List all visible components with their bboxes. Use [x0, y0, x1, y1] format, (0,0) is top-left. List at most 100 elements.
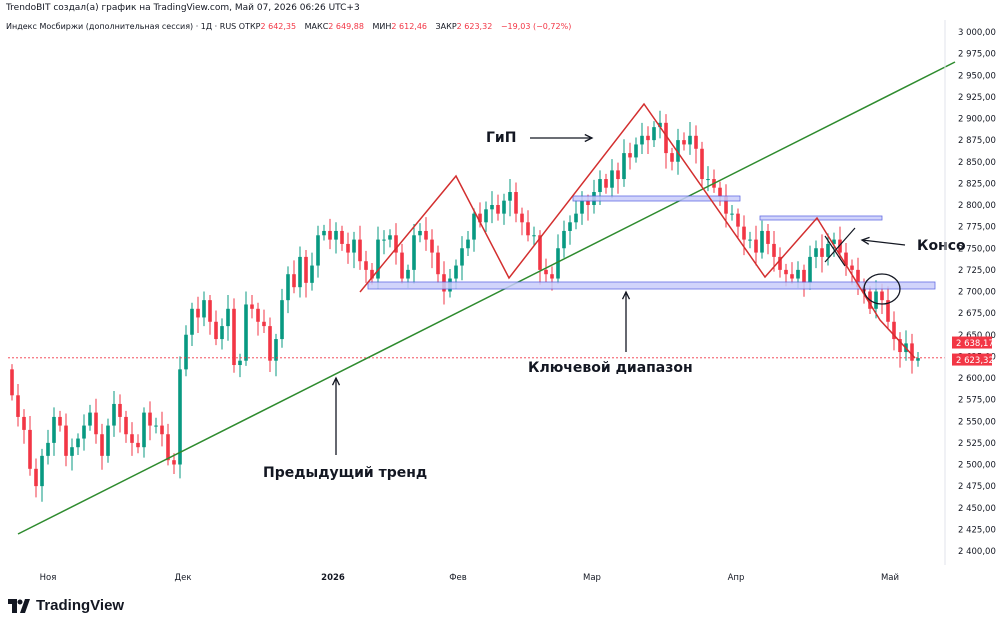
candle-body	[616, 170, 620, 180]
candle-body	[538, 235, 542, 270]
candle-body	[148, 412, 152, 426]
candle-body	[880, 291, 884, 301]
y-tick-label: 2 900,00	[958, 115, 996, 125]
candle-body	[424, 230, 428, 240]
candle-body	[916, 358, 920, 361]
candle-body	[724, 196, 728, 214]
y-tick-label: 2 700,00	[958, 288, 996, 298]
y-tick-label: 2 850,00	[958, 158, 996, 168]
candle-body	[754, 239, 758, 253]
candle-body	[250, 304, 254, 309]
candle-body	[106, 425, 110, 456]
candle-body	[628, 153, 632, 158]
y-tick-label: 2 725,00	[958, 266, 996, 276]
candle-body	[574, 213, 578, 223]
candle-body	[898, 339, 902, 353]
candle-body	[610, 170, 614, 188]
candle-body	[586, 200, 590, 205]
candle-body	[472, 213, 476, 240]
candle-body	[568, 222, 572, 231]
open-label: ОТКР	[238, 22, 261, 31]
neckline-zone	[572, 195, 741, 202]
y-tick-label: 2 950,00	[958, 71, 996, 81]
y-tick-label: 2 650,00	[958, 331, 996, 341]
candle-body	[46, 442, 50, 456]
tradingview-logo-icon	[8, 598, 30, 613]
candle-body	[556, 248, 560, 279]
key-range-zone	[367, 281, 936, 290]
candle-body	[370, 269, 374, 279]
y-tick-label: 2 675,00	[958, 309, 996, 319]
y-tick-label: 2 925,00	[958, 93, 996, 103]
symbol-name[interactable]: Индекс Мосбиржи (дополнительная сессия) …	[6, 22, 237, 31]
y-tick-label: 2 575,00	[958, 396, 996, 406]
hns-pattern-line	[359, 102, 916, 359]
candle-body	[646, 135, 650, 141]
y-tick-label: 2 525,00	[958, 439, 996, 449]
last-price-label: 2 623,32	[956, 356, 994, 366]
candle-body	[790, 274, 794, 279]
y-tick-label: 2 875,00	[958, 136, 996, 146]
candle-body	[190, 308, 194, 335]
candle-body	[634, 144, 638, 158]
candle-body	[856, 269, 860, 288]
candle-body	[286, 274, 290, 301]
candle-body	[88, 412, 92, 426]
candle-body	[310, 265, 314, 283]
candle-body	[178, 369, 182, 465]
candle-body	[466, 239, 470, 249]
candle-body	[196, 308, 200, 318]
tradingview-logo[interactable]: TradingView	[8, 597, 124, 614]
candle-body	[670, 153, 674, 162]
candle-body	[202, 300, 206, 318]
candle-body	[40, 455, 44, 487]
chart-attribution: TrendoBIT создал(а) график на TradingVie…	[6, 3, 360, 13]
drawings-layer: ГиП Консо Ключевой диапазон Предыдущий трен…	[8, 61, 966, 535]
candle-body	[808, 256, 812, 283]
candle-body	[364, 261, 368, 270]
key-range-label: Ключевой диапазон	[528, 360, 693, 376]
low-value: 2 612,46	[391, 22, 427, 31]
candle-body	[274, 339, 278, 361]
candle-body	[100, 434, 104, 456]
candle-body	[280, 300, 284, 340]
candle-body	[844, 252, 848, 266]
candle-body	[886, 300, 890, 322]
candle-body	[52, 416, 56, 443]
candle-body	[778, 256, 782, 270]
x-tick-label: Ноя	[40, 573, 57, 583]
candle-body	[622, 153, 626, 180]
candle-body	[304, 256, 308, 283]
candle-body	[358, 239, 362, 262]
y-tick-label: 2 450,00	[958, 504, 996, 514]
candle-body	[664, 122, 668, 154]
candle-body	[730, 213, 734, 215]
candle-body	[34, 468, 38, 487]
y-tick-label: 2 750,00	[958, 244, 996, 254]
candle-body	[226, 308, 230, 327]
candle-body	[544, 269, 548, 275]
y-tick-label: 2 775,00	[958, 223, 996, 233]
candle-body	[826, 243, 830, 257]
trend-line	[17, 61, 956, 535]
wedge-line	[824, 235, 846, 267]
candle-body	[658, 122, 662, 128]
candle-body	[262, 321, 266, 327]
candle-body	[220, 326, 224, 340]
candle-body	[760, 230, 764, 253]
candle-body	[58, 416, 62, 426]
candle-body	[82, 425, 86, 439]
x-tick-label: Дек	[174, 573, 191, 583]
close-label: ЗАКР	[435, 22, 457, 31]
trend-arrow-head	[331, 376, 341, 386]
candle-body	[682, 140, 686, 145]
x-tick-label: Мар	[583, 573, 601, 583]
symbol-info-bar: Индекс Мосбиржи (дополнительная сессия) …	[6, 22, 571, 31]
consolidation-label: Консо	[917, 238, 966, 254]
candle-body	[910, 343, 914, 361]
open-value: 2 642,35	[260, 22, 297, 31]
candle-body	[718, 187, 722, 197]
candle-body	[16, 395, 20, 417]
candle-body	[742, 226, 746, 240]
